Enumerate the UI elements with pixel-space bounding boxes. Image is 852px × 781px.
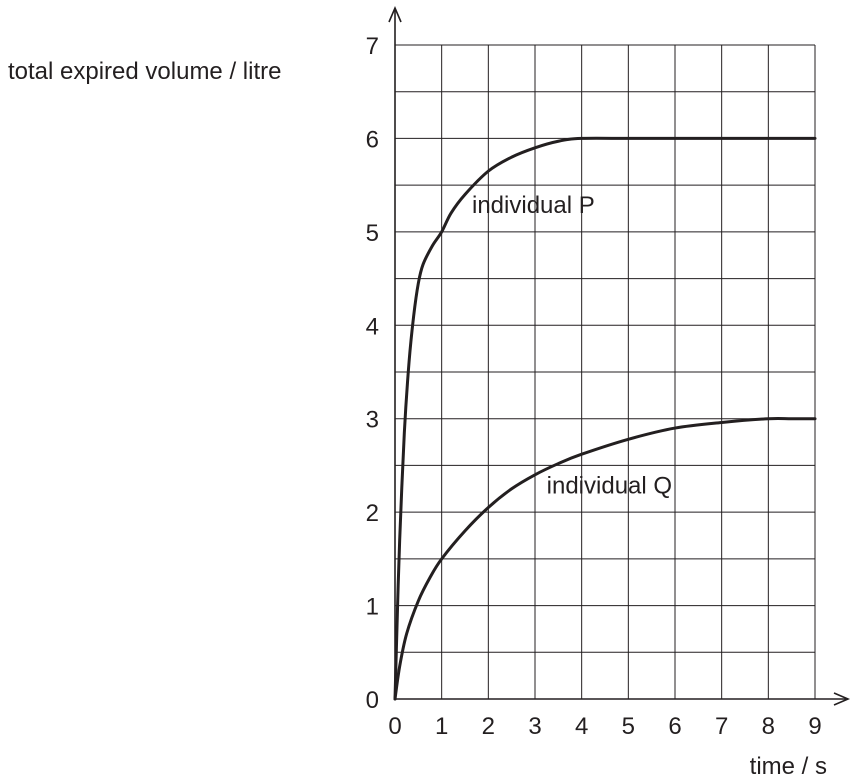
y-tick-label: 6 <box>366 126 379 153</box>
x-axis-label: time / s <box>750 753 827 780</box>
x-tick-label: 4 <box>575 713 588 740</box>
y-tick-label: 3 <box>366 407 379 434</box>
x-axis-arrow <box>833 692 851 706</box>
x-tick-label: 7 <box>715 713 728 740</box>
x-tick-label: 1 <box>435 713 448 740</box>
x-tick-label: 0 <box>388 713 401 740</box>
y-tick-label: 7 <box>366 33 379 60</box>
y-tick-labels: 0 1 2 3 4 5 6 7 <box>366 33 379 714</box>
x-tick-label: 3 <box>528 713 541 740</box>
y-tick-label: 4 <box>366 313 379 340</box>
curve-labels: individual P individual Q <box>472 192 672 499</box>
grid <box>394 44 816 700</box>
x-tick-labels: 0 1 2 3 4 5 6 7 8 9 <box>388 713 821 740</box>
y-axis-arrow <box>388 5 402 23</box>
y-tick-label: 2 <box>366 500 379 527</box>
y-tick-label: 1 <box>366 594 379 621</box>
y-tick-label: 0 <box>366 687 379 714</box>
label-individual-q: individual Q <box>547 472 672 499</box>
y-tick-label: 5 <box>366 220 379 247</box>
y-axis-label: total expired volume / litre <box>8 58 281 85</box>
series-line-individual-q <box>393 416 817 701</box>
x-tick-label: 5 <box>622 713 635 740</box>
x-tick-label: 9 <box>808 713 821 740</box>
series-group <box>393 136 817 701</box>
axes <box>388 5 851 706</box>
x-tick-label: 8 <box>762 713 775 740</box>
x-tick-label: 6 <box>668 713 681 740</box>
x-tick-label: 2 <box>482 713 495 740</box>
label-individual-p: individual P <box>472 192 595 219</box>
series-line-individual-p <box>393 136 817 701</box>
